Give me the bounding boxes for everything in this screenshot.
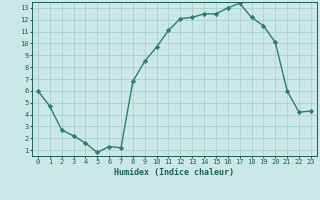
X-axis label: Humidex (Indice chaleur): Humidex (Indice chaleur) [115, 168, 234, 177]
